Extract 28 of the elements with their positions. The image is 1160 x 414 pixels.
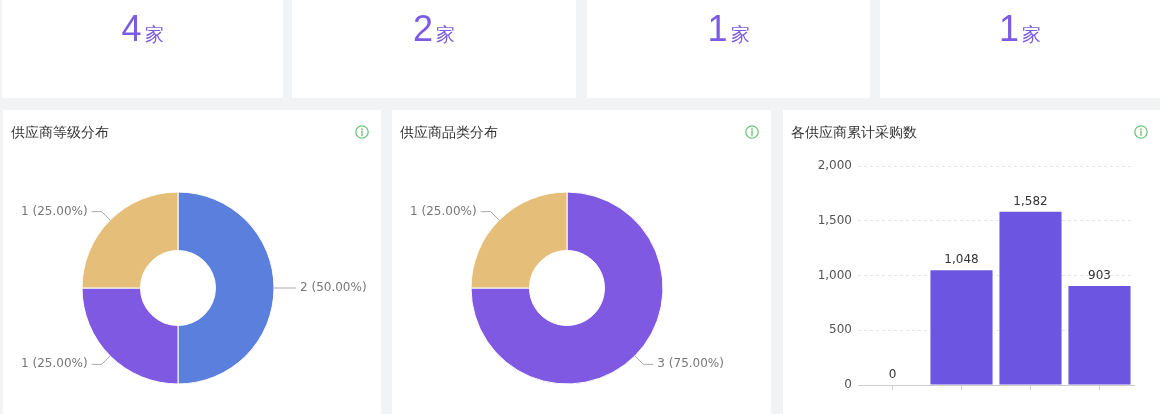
data-label: 1 xyxy=(998,8,1020,49)
data-label: 4 xyxy=(121,8,142,49)
data-label: 1 (25.00%) xyxy=(21,356,88,371)
chart-title: 供应商品类分布 xyxy=(400,123,498,142)
bar xyxy=(999,211,1062,385)
text: 家 xyxy=(144,23,164,45)
data-label: 0 xyxy=(888,367,897,382)
chart-title: 供应商等级分布 xyxy=(11,123,109,142)
data-label: 1 xyxy=(707,8,728,49)
y-tick-label: 1,500 xyxy=(817,212,852,227)
y-tick-label: 0 xyxy=(844,377,852,392)
y-tick-label: 2,000 xyxy=(817,158,852,173)
text: 家 xyxy=(436,23,456,45)
chart-title: 各供应商累计采购数 xyxy=(791,123,917,142)
data-label: 903 xyxy=(1088,268,1111,283)
data-label: 1 (25.00%) xyxy=(410,203,477,218)
data-label: 3 (75.00%) xyxy=(657,356,724,371)
bar xyxy=(1068,286,1131,385)
data-label: 1,048 xyxy=(944,252,979,267)
data-label: 2 xyxy=(412,8,434,49)
bar xyxy=(930,270,993,385)
y-tick-label: 1,000 xyxy=(817,267,852,282)
data-label: 1,582 xyxy=(1013,193,1048,208)
text: 家 xyxy=(730,23,750,45)
text: 家 xyxy=(1022,23,1042,45)
y-tick-label: 500 xyxy=(829,322,852,337)
data-label: 2 (50.00%) xyxy=(300,280,367,295)
data-label: 1 (25.00%) xyxy=(21,203,88,218)
